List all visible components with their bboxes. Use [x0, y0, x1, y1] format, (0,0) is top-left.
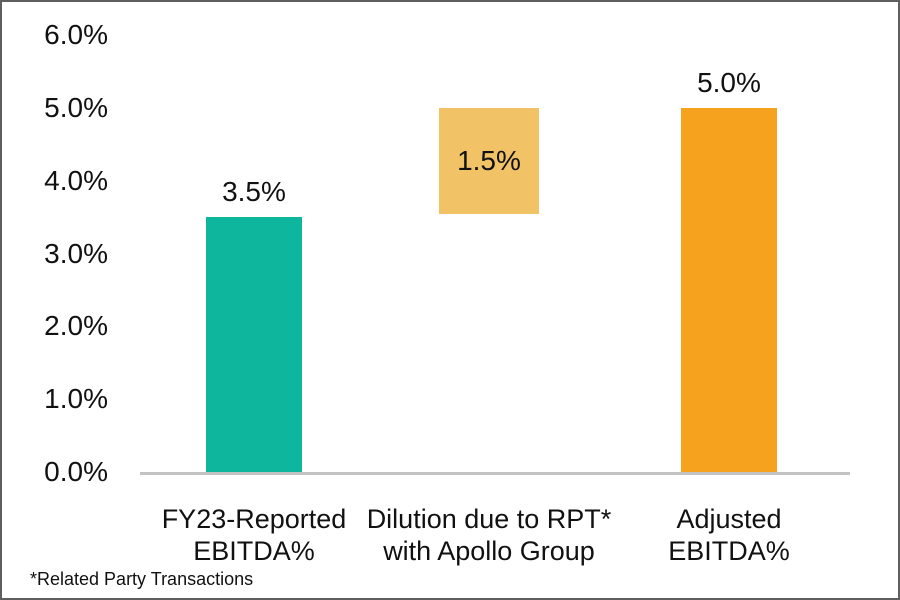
x-axis-line: [140, 472, 850, 475]
bar-dilution-due-to-rpt: [439, 107, 539, 215]
bar-fy23-reported-ebitda: [206, 217, 302, 472]
y-tick-label-4.0pct: 4.0%: [44, 164, 108, 196]
category-label-line: Adjusted: [676, 504, 782, 534]
category-label-adjusted-ebitda: Adjusted EBITDA%: [579, 503, 879, 567]
y-tick-label-5.0pct: 5.0%: [44, 91, 108, 123]
category-label-line: EBITDA%: [193, 536, 315, 566]
y-tick-label-2.0pct: 2.0%: [44, 310, 108, 342]
category-label-line: with Apollo Group: [383, 536, 595, 566]
y-tick-label-1.0pct: 1.0%: [44, 383, 108, 415]
y-tick-label-3.0pct: 3.0%: [44, 237, 108, 269]
data-label-dilution-due-to-rpt: 1.5%: [457, 144, 521, 176]
category-label-fy23-reported-ebitda: FY23-Reported EBITDA%: [104, 503, 404, 567]
data-label-fy23-reported-ebitda: 3.5%: [222, 176, 286, 208]
category-label-dilution-due-to-rpt: Dilution due to RPT* with Apollo Group: [339, 503, 639, 567]
y-tick-label-6.0pct: 6.0%: [44, 19, 108, 50]
category-label-line: FY23-Reported: [161, 504, 347, 534]
footnote: *Related Party Transactions: [30, 569, 254, 589]
category-label-line: Dilution due to RPT*: [366, 504, 612, 534]
category-label-line: EBITDA%: [668, 536, 790, 566]
y-tick-label-0.0pct: 0.0%: [44, 456, 108, 487]
data-label-adjusted-ebitda: 5.0%: [697, 66, 761, 98]
bar-adjusted-ebitda: [681, 107, 777, 472]
